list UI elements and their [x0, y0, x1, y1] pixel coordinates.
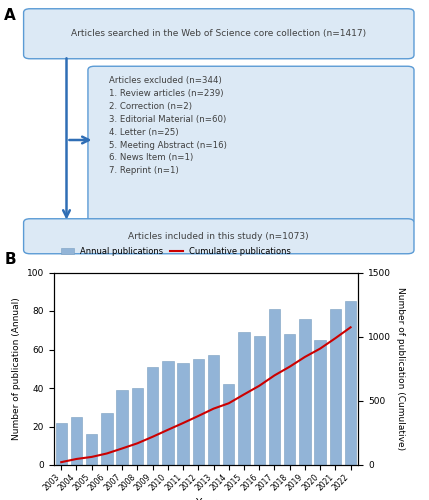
Y-axis label: Number of publication (Cumulative): Number of publication (Cumulative)	[396, 287, 405, 450]
Bar	[208, 356, 219, 465]
Bar	[193, 359, 204, 465]
FancyBboxPatch shape	[24, 219, 414, 254]
X-axis label: Year: Year	[195, 498, 217, 500]
Bar	[329, 309, 341, 465]
Bar	[254, 336, 265, 465]
Bar	[116, 390, 128, 465]
FancyBboxPatch shape	[24, 8, 414, 58]
Bar	[238, 332, 250, 465]
Bar	[162, 361, 174, 465]
Bar	[71, 417, 82, 465]
Text: Articles excluded (n=344)
1. Review articles (n=239)
2. Correction (n=2)
3. Edit: Articles excluded (n=344) 1. Review arti…	[109, 76, 227, 175]
Bar	[314, 340, 326, 465]
Text: A: A	[4, 8, 16, 22]
Text: Articles searched in the Web of Science core collection (n=1417): Articles searched in the Web of Science …	[71, 29, 366, 38]
Bar	[86, 434, 97, 465]
Bar	[223, 384, 235, 465]
Bar	[132, 388, 143, 465]
Text: Articles included in this study (n=1073): Articles included in this study (n=1073)	[128, 232, 309, 241]
Text: B: B	[4, 252, 16, 268]
Y-axis label: Number of publication (Annual): Number of publication (Annual)	[12, 298, 21, 440]
Bar	[147, 367, 158, 465]
Bar	[177, 363, 189, 465]
Bar	[101, 413, 113, 465]
Bar	[299, 318, 311, 465]
Bar	[284, 334, 296, 465]
Bar	[345, 302, 356, 465]
Bar	[55, 422, 67, 465]
FancyBboxPatch shape	[88, 66, 414, 224]
Bar	[269, 309, 280, 465]
Legend: Annual publications, Cumulative publications: Annual publications, Cumulative publicat…	[58, 244, 294, 260]
